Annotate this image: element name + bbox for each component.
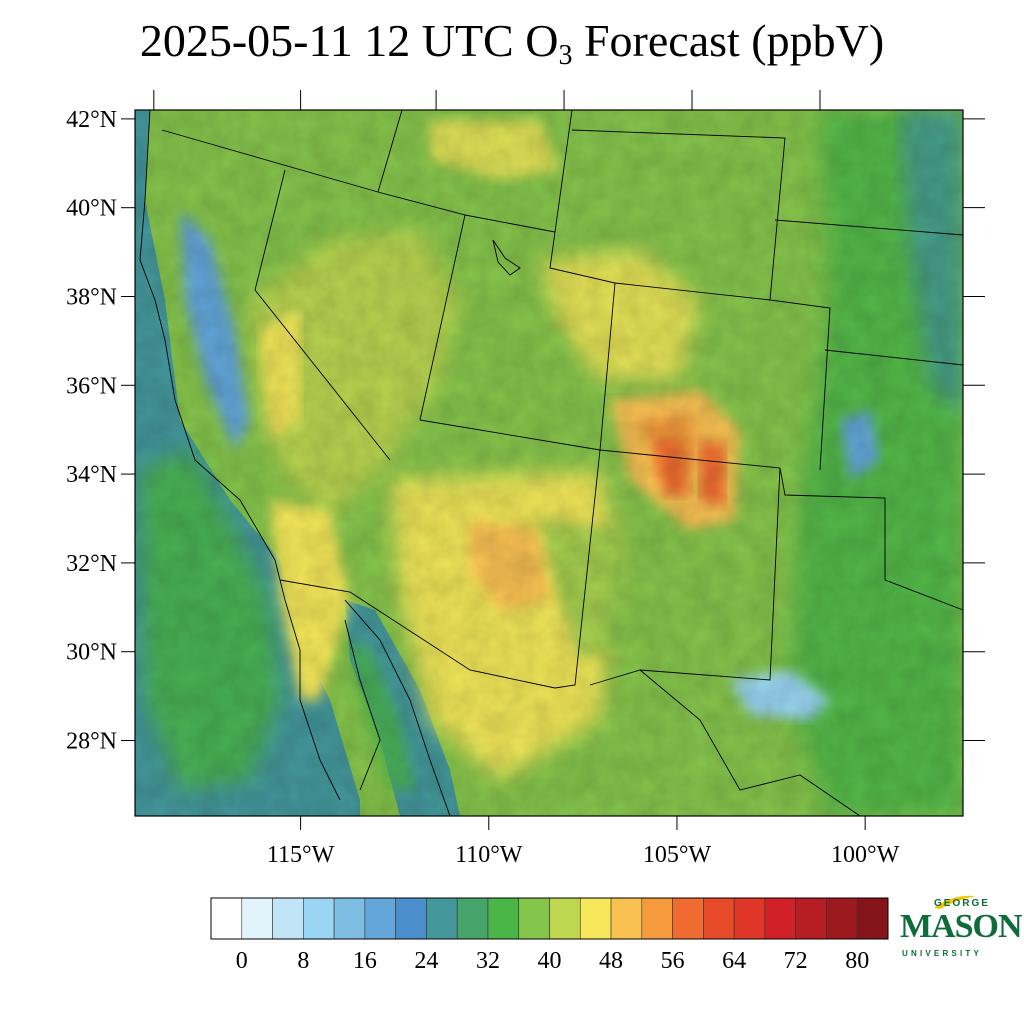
- pacific-coastline: [139, 110, 341, 801]
- latitude-axis: 42°N 40°N 38°N 36°N 34°N 32°N 30°N 28°N: [66, 90, 985, 755]
- colorbar-swatch: [826, 897, 858, 940]
- map-frame: [134, 109, 964, 817]
- logo-swoosh-icon: [934, 895, 976, 909]
- colorbar-label: 80: [845, 948, 869, 974]
- colorbar-label: 8: [297, 948, 309, 974]
- kansas-oklahoma-border: [824, 349, 963, 366]
- colorbar-swatch: [364, 897, 396, 940]
- colorbar-swatch: [518, 897, 550, 940]
- colorbar-swatch: [210, 897, 243, 940]
- logo-mason: MASON: [900, 908, 1023, 945]
- rio-grande: [639, 669, 861, 816]
- lat-label: 42°N: [66, 107, 117, 133]
- california-nevada-border: [254, 169, 391, 461]
- colorbar-swatch: [303, 897, 335, 940]
- colorado-north-border: [614, 282, 771, 301]
- colorbar-label: 56: [661, 948, 685, 974]
- colorbar: 0 8 16 24 32 40 48 56 64 72 80: [210, 897, 889, 974]
- lat-label: 38°N: [66, 284, 117, 310]
- colorbar-swatch: [610, 897, 643, 940]
- us-mexico-border: [279, 579, 556, 689]
- ozone-field: [135, 110, 963, 816]
- colorbar-swatch: [333, 897, 366, 940]
- colorbar-swatch: [241, 897, 273, 940]
- colorbar-swatch: [672, 897, 704, 940]
- title-prefix: 2025-05-11 12 UTC O: [139, 15, 559, 66]
- great-salt-lake: [492, 239, 521, 276]
- gmu-logo: GEORGE MASON UNIVERSITY: [896, 895, 1023, 966]
- gulf-coastline-east: [344, 599, 451, 816]
- colorbar-label: 72: [784, 948, 808, 974]
- colorbar-label: 40: [538, 948, 562, 974]
- colorbar-swatch: [272, 897, 304, 940]
- colorbar-frame: [210, 897, 889, 940]
- colorbar-swatch: [456, 897, 489, 940]
- lon-label: 110°W: [455, 842, 523, 868]
- lat-label: 34°N: [66, 462, 117, 488]
- longitude-axis: 115°W 110°W 105°W 100°W: [267, 816, 900, 868]
- field-texture: [135, 110, 963, 816]
- arizona-newmexico-texas-border: [419, 419, 963, 611]
- map-title: 2025-05-11 12 UTC O3 Forecast (ppbV): [0, 14, 1024, 72]
- colorbar-swatch: [795, 897, 827, 940]
- colorbar-swatch: [426, 897, 458, 940]
- lon-label: 100°W: [831, 842, 900, 868]
- nebraska-border: [774, 219, 963, 236]
- lat-label: 30°N: [66, 640, 117, 666]
- colorbar-swatch: [549, 897, 581, 940]
- colorbar-label: 24: [414, 948, 438, 974]
- lon-label: 105°W: [643, 842, 712, 868]
- boundaries: [139, 110, 963, 816]
- colorbar-swatch: [395, 897, 427, 940]
- colorbar-swatch: [703, 897, 735, 940]
- idaho-wyoming-border: [554, 110, 573, 233]
- lon-label: 115°W: [267, 842, 335, 868]
- lat-label: 40°N: [66, 196, 117, 222]
- colorbar-swatch: [487, 897, 520, 940]
- colorbar-label: 48: [599, 948, 623, 974]
- colorbar-label: 0: [236, 948, 248, 974]
- newmexico-texas-border: [589, 467, 781, 686]
- lat-label: 28°N: [66, 729, 117, 755]
- baja-east-coast: [344, 619, 381, 791]
- lat-label: 36°N: [66, 373, 117, 399]
- colorbar-label: 16: [353, 948, 377, 974]
- lat-label: 32°N: [66, 551, 117, 577]
- title-subscript: 3: [558, 40, 573, 71]
- colorbar-swatch: [764, 897, 796, 940]
- colorbar-swatch: [641, 897, 673, 940]
- colorbar-label: 64: [722, 948, 746, 974]
- colorbar-swatch: [579, 897, 612, 940]
- colorbar-swatch: [733, 897, 766, 940]
- colorbar-label: 32: [476, 948, 500, 974]
- logo-george: GEORGE: [934, 898, 990, 909]
- colorbar-swatch: [856, 897, 889, 940]
- logo-university: UNIVERSITY: [902, 949, 983, 958]
- title-suffix: Forecast (ppbV): [572, 15, 885, 66]
